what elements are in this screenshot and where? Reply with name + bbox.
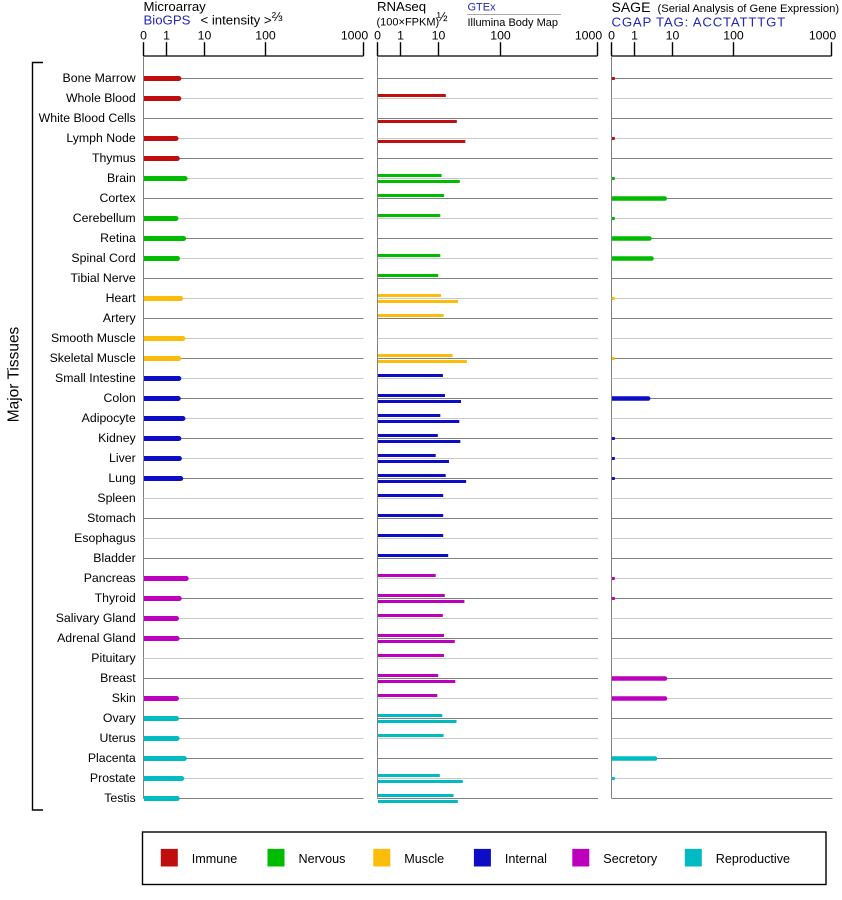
svg-text:RNAseq: RNAseq — [377, 0, 426, 14]
svg-text:100: 100 — [255, 29, 276, 43]
svg-text:Lung: Lung — [108, 471, 136, 485]
svg-text:⅔: ⅔ — [272, 9, 283, 24]
svg-text:Illumina Body Map: Illumina Body Map — [468, 17, 559, 29]
svg-text:(Serial Analysis of Gene Expre: (Serial Analysis of Gene Expression) — [658, 3, 840, 15]
svg-text:Bladder: Bladder — [93, 551, 135, 565]
svg-text:1000: 1000 — [809, 29, 837, 43]
svg-text:Esophagus: Esophagus — [74, 531, 136, 545]
svg-text:Prostate: Prostate — [90, 771, 136, 785]
svg-text:Testis: Testis — [104, 791, 135, 805]
svg-text:10: 10 — [198, 29, 212, 43]
svg-text:Small Intestine: Small Intestine — [55, 371, 136, 385]
svg-text:0: 0 — [374, 29, 381, 43]
svg-text:10: 10 — [666, 29, 680, 43]
svg-text:CGAP TAG: ACCTATTTGT: CGAP TAG: ACCTATTTGT — [612, 15, 787, 30]
svg-text:Tibial Nerve: Tibial Nerve — [71, 271, 136, 285]
svg-text:Major Tissues: Major Tissues — [5, 326, 22, 422]
svg-text:Muscle: Muscle — [404, 852, 444, 866]
svg-text:Ovary: Ovary — [103, 711, 137, 725]
svg-text:Colon: Colon — [104, 391, 136, 405]
svg-text:Pancreas: Pancreas — [84, 571, 136, 585]
svg-text:Reproductive: Reproductive — [716, 852, 790, 866]
svg-text:Immune: Immune — [192, 852, 238, 866]
svg-text:SAGE: SAGE — [612, 0, 651, 15]
svg-text:Thyroid: Thyroid — [95, 591, 136, 605]
svg-text:1: 1 — [163, 29, 170, 43]
svg-text:Artery: Artery — [103, 311, 137, 325]
svg-text:Lymph Node: Lymph Node — [66, 131, 135, 145]
svg-text:Brain: Brain — [107, 171, 136, 185]
svg-text:Retina: Retina — [100, 231, 136, 245]
svg-text:Smooth Muscle: Smooth Muscle — [51, 331, 136, 345]
svg-text:100: 100 — [723, 29, 744, 43]
svg-text:0: 0 — [608, 29, 615, 43]
svg-text:Stomach: Stomach — [87, 511, 136, 525]
svg-text:10: 10 — [432, 29, 446, 43]
svg-text:BioGPS: BioGPS — [144, 13, 191, 28]
svg-text:GTEx: GTEx — [468, 2, 497, 14]
svg-text:Spinal Cord: Spinal Cord — [71, 251, 135, 265]
svg-text:½: ½ — [437, 9, 448, 24]
svg-text:< intensity >: < intensity > — [201, 13, 272, 28]
svg-text:1: 1 — [397, 29, 404, 43]
svg-text:Breast: Breast — [100, 671, 136, 685]
svg-text:Thymus: Thymus — [92, 151, 136, 165]
svg-text:Internal: Internal — [505, 852, 547, 866]
svg-text:Pituitary: Pituitary — [91, 651, 136, 665]
svg-text:100: 100 — [490, 29, 511, 43]
svg-text:0: 0 — [140, 29, 147, 43]
svg-text:1000: 1000 — [341, 29, 369, 43]
svg-text:1: 1 — [631, 29, 638, 43]
svg-text:White Blood Cells: White Blood Cells — [39, 111, 136, 125]
svg-text:Cerebellum: Cerebellum — [73, 211, 136, 225]
svg-text:Skeletal Muscle: Skeletal Muscle — [50, 351, 136, 365]
svg-text:Whole Blood: Whole Blood — [66, 91, 136, 105]
svg-text:Skin: Skin — [112, 691, 136, 705]
svg-text:Cortex: Cortex — [99, 191, 136, 205]
svg-text:Kidney: Kidney — [98, 431, 136, 445]
svg-text:Microarray: Microarray — [144, 0, 207, 14]
svg-text:Secretory: Secretory — [603, 852, 658, 866]
svg-text:Placenta: Placenta — [88, 751, 136, 765]
svg-text:(100×FPKM): (100×FPKM) — [377, 17, 440, 29]
svg-text:Adrenal Gland: Adrenal Gland — [57, 631, 136, 645]
svg-text:Salivary Gland: Salivary Gland — [56, 611, 136, 625]
svg-text:Liver: Liver — [109, 451, 136, 465]
svg-text:Spleen: Spleen — [97, 491, 135, 505]
svg-text:Heart: Heart — [106, 291, 137, 305]
svg-text:Bone Marrow: Bone Marrow — [63, 71, 136, 85]
svg-text:Adipocyte: Adipocyte — [82, 411, 136, 425]
svg-text:Nervous: Nervous — [299, 852, 346, 866]
svg-text:Uterus: Uterus — [99, 731, 135, 745]
svg-text:1000: 1000 — [575, 29, 603, 43]
